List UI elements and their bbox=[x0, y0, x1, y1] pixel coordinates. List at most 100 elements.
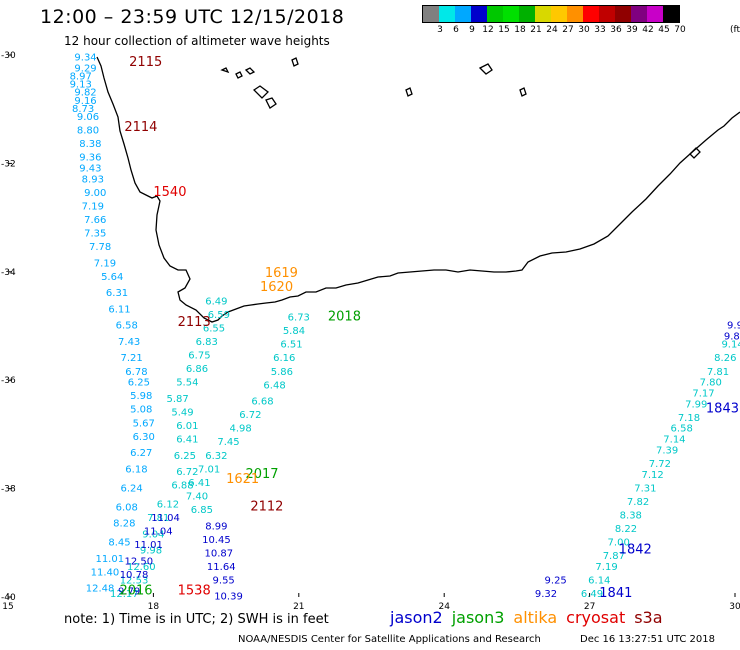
wave-height-reading: 7.01 bbox=[198, 464, 220, 475]
wave-height-reading: 9.98 bbox=[140, 546, 162, 557]
legend-label: 33 bbox=[594, 25, 606, 35]
legend-swatch bbox=[567, 6, 583, 22]
wave-height-reading: 12.48 bbox=[86, 584, 115, 595]
wave-height-reading: 7.39 bbox=[656, 445, 678, 456]
wave-height-reading: 7.45 bbox=[217, 437, 239, 448]
wave-height-reading: 6.24 bbox=[120, 483, 142, 494]
pass-time-label: 1842 bbox=[619, 543, 652, 558]
wave-height-reading: 6.58 bbox=[116, 321, 138, 332]
satellite-jason2: jason2 bbox=[390, 608, 443, 627]
wave-height-reading: 9.43 bbox=[79, 164, 101, 175]
legend-swatch bbox=[471, 6, 487, 22]
wave-height-reading: 7.21 bbox=[120, 353, 142, 364]
wave-height-reading: 7.81 bbox=[707, 367, 729, 378]
wave-height-reading: 7.00 bbox=[608, 538, 630, 549]
pass-time-label: 2018 bbox=[328, 310, 361, 325]
wave-height-reading: 6.68 bbox=[251, 397, 273, 408]
wave-height-reading: 7.31 bbox=[634, 483, 656, 494]
wave-height-reading: 11.01 bbox=[95, 554, 124, 565]
wave-height-reading: 9.16 bbox=[74, 96, 96, 107]
legend-swatch bbox=[583, 6, 599, 22]
wave-height-reading: 8.26 bbox=[714, 353, 736, 364]
wave-height-reading: 6.11 bbox=[108, 304, 130, 315]
wave-height-reading: 6.01 bbox=[176, 421, 198, 432]
wave-height-reading: 11.40 bbox=[91, 567, 120, 578]
pass-time-label: 2112 bbox=[250, 499, 283, 514]
y-tick-label: -32 bbox=[1, 159, 16, 169]
wave-height-reading: 8.97 bbox=[70, 71, 92, 82]
legend-label: 18 bbox=[514, 25, 526, 35]
wave-height-reading: 10.39 bbox=[214, 592, 243, 603]
legend-label: 6 bbox=[453, 25, 459, 35]
legend-label: 9 bbox=[469, 25, 475, 35]
legend-swatch bbox=[647, 6, 663, 22]
legend-label: 3 bbox=[437, 25, 443, 35]
wave-height-reading: 12.53 bbox=[120, 575, 149, 586]
wave-height-reading: 7.82 bbox=[627, 497, 649, 508]
wave-height-reading: 8.80 bbox=[77, 126, 99, 137]
wave-height-reading: 9.55 bbox=[213, 575, 235, 586]
wave-height-reading: 9.04 bbox=[142, 529, 164, 540]
wave-height-reading: 5.49 bbox=[171, 407, 193, 418]
wave-height-reading: 7.14 bbox=[663, 435, 685, 446]
wave-height-reading: 7.40 bbox=[186, 491, 208, 502]
wave-height-reading: 5.64 bbox=[101, 272, 123, 283]
wave-height-reading: 5.54 bbox=[176, 378, 198, 389]
wave-height-reading: 7.81 bbox=[147, 513, 169, 524]
legend-label: 15 bbox=[498, 25, 510, 35]
legend-labels: 3 6 9 12 15 18 21 24 27 30 33 36 39 42 45 70 bbox=[422, 25, 740, 37]
wave-height-reading: 6.51 bbox=[280, 340, 302, 351]
coastline bbox=[96, 56, 740, 323]
wave-height-reading: 9.79 bbox=[118, 586, 140, 597]
wave-height-reading: 10.78 bbox=[120, 570, 149, 581]
satellite-jason3: jason3 bbox=[451, 608, 505, 627]
wave-height-reading: 6.14 bbox=[588, 575, 610, 586]
wave-height-reading: 11.04 bbox=[144, 527, 173, 538]
wave-height-reading: 6.85 bbox=[191, 505, 213, 516]
y-tick-label: -34 bbox=[1, 268, 16, 278]
wave-height-reading: 11.64 bbox=[207, 562, 236, 573]
wave-height-reading: 6.18 bbox=[125, 464, 147, 475]
wave-height-reading: 11.04 bbox=[151, 513, 180, 524]
wave-height-reading: 12.17 bbox=[110, 589, 139, 600]
wave-height-reading: 8.99 bbox=[205, 521, 227, 532]
wave-height-reading: 9.82 bbox=[74, 88, 96, 99]
wave-height-reading: 9.25 bbox=[545, 575, 567, 586]
wave-height-reading: 6.41 bbox=[188, 478, 210, 489]
wave-height-reading: 5.86 bbox=[271, 367, 293, 378]
wave-height-reading: 6.30 bbox=[133, 432, 155, 443]
wave-height-reading: 6.86 bbox=[186, 364, 208, 375]
pass-time-label: 1843 bbox=[706, 402, 739, 417]
wave-height-reading: 9.14 bbox=[721, 340, 740, 351]
wave-height-reading: 6.78 bbox=[125, 367, 147, 378]
axis-ticks: 15 18 21 24 27 30 -30 -32 -34 -36 -38 -40 bbox=[1, 51, 740, 612]
wave-height-reading: 6.83 bbox=[196, 337, 218, 348]
legend-swatch bbox=[519, 6, 535, 22]
wave-height-reading: 6.72 bbox=[176, 467, 198, 478]
legend-swatch bbox=[503, 6, 519, 22]
wave-height-reading: 9.00 bbox=[84, 188, 106, 199]
legend-swatch bbox=[663, 6, 679, 22]
wave-height-reading: 9.32 bbox=[535, 589, 557, 600]
map-title: 12:00 – 23:59 UTC 12/15/2018 bbox=[40, 6, 345, 28]
pass-time-label: 1619 bbox=[265, 266, 298, 281]
legend-label: 36 bbox=[610, 25, 622, 35]
y-tick-label: -40 bbox=[1, 593, 16, 603]
pass-time-label: 1841 bbox=[599, 586, 632, 601]
legend-swatch bbox=[423, 6, 439, 22]
wave-height-reading: 6.58 bbox=[671, 424, 693, 435]
wave-height-reading: 6.32 bbox=[205, 451, 227, 462]
wave-height-reading: 5.87 bbox=[167, 394, 189, 405]
legend-label: 12 bbox=[482, 25, 494, 35]
credit-line: NOAA/NESDIS Center for Satellite Applica… bbox=[238, 634, 541, 645]
x-tick-label: 15 bbox=[2, 602, 13, 612]
legend-swatch bbox=[439, 6, 455, 22]
wave-height-reading: 9.9 bbox=[727, 321, 740, 332]
wave-height-reading: 9.86 bbox=[724, 332, 740, 343]
satellite-cryosat: cryosat bbox=[566, 608, 626, 627]
wave-height-reading: 7.12 bbox=[641, 470, 663, 481]
wave-height-reading: 10.45 bbox=[202, 535, 231, 546]
